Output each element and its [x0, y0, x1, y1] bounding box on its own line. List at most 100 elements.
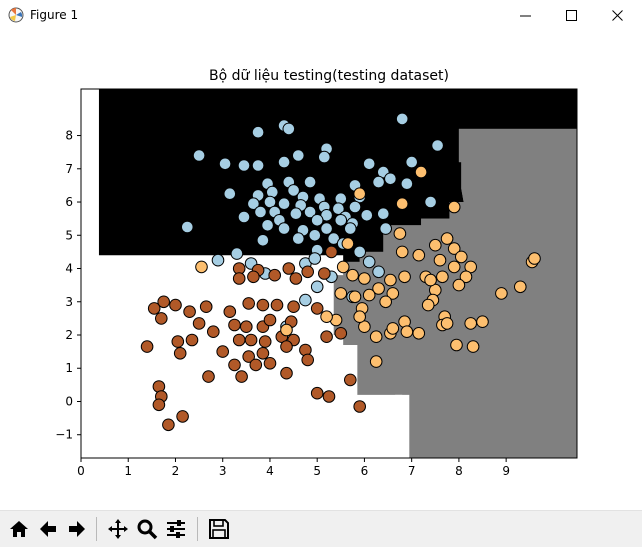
- x-tick-label: 9: [502, 464, 510, 478]
- data-point: [400, 325, 414, 339]
- region-black: [98, 89, 578, 262]
- data-point: [270, 298, 284, 312]
- window-titlebar: Figure 1: [0, 0, 642, 31]
- data-point: [400, 177, 414, 190]
- minimize-button[interactable]: [503, 0, 549, 31]
- back-button[interactable]: [35, 515, 61, 543]
- configure-subplots-button[interactable]: [163, 515, 189, 543]
- save-button[interactable]: [206, 515, 232, 543]
- data-point: [280, 340, 293, 353]
- data-point: [282, 122, 296, 136]
- data-point: [395, 197, 409, 210]
- data-point: [353, 310, 367, 324]
- pan-icon: [108, 519, 128, 539]
- maximize-icon: [566, 10, 577, 21]
- x-tick-label: 4: [266, 464, 274, 478]
- close-icon: [612, 10, 623, 21]
- data-point: [289, 272, 303, 285]
- data-point: [362, 288, 376, 302]
- x-tick-label: 1: [124, 464, 132, 478]
- data-point: [199, 300, 213, 314]
- maximize-button[interactable]: [549, 0, 595, 31]
- data-point: [310, 386, 324, 400]
- y-tick-label: −1: [55, 428, 73, 442]
- region-gray: [333, 128, 577, 458]
- data-point: [308, 252, 322, 265]
- y-tick-label: 2: [65, 328, 73, 342]
- y-tick-label: 8: [65, 129, 73, 143]
- data-point: [192, 149, 206, 162]
- data-point: [176, 410, 189, 423]
- data-point: [310, 302, 324, 315]
- data-point: [162, 418, 175, 432]
- data-point: [289, 207, 303, 220]
- data-point: [464, 317, 478, 330]
- data-point: [292, 232, 305, 245]
- y-tick-label: 6: [65, 195, 73, 209]
- x-tick-label: 8: [455, 464, 463, 478]
- data-point: [377, 207, 390, 220]
- data-point: [232, 272, 246, 285]
- data-point: [256, 298, 270, 312]
- data-point: [466, 340, 480, 353]
- data-point: [254, 205, 267, 219]
- data-point: [360, 209, 374, 222]
- data-point: [369, 355, 383, 368]
- data-point: [258, 335, 272, 348]
- data-point: [268, 268, 282, 282]
- figure-canvas[interactable]: Bộ dữ liệu testing(testing dataset) 0 1 2 3…: [0, 31, 642, 510]
- close-button[interactable]: [595, 0, 641, 31]
- zoom-icon: [137, 519, 158, 540]
- toolbar-separator: [197, 517, 198, 541]
- y-tick-label: 5: [65, 228, 73, 242]
- home-button[interactable]: [6, 515, 32, 543]
- data-point: [147, 302, 161, 315]
- data-point: [433, 253, 447, 267]
- data-point: [431, 139, 444, 152]
- data-point: [318, 267, 331, 280]
- data-point: [310, 214, 324, 227]
- data-point: [440, 317, 454, 330]
- data-point: [169, 298, 182, 312]
- pan-button[interactable]: [105, 515, 131, 543]
- data-point: [320, 310, 333, 324]
- data-point: [353, 245, 367, 259]
- data-point: [301, 353, 315, 367]
- data-point: [303, 205, 317, 219]
- data-point: [362, 255, 376, 269]
- data-point: [155, 312, 168, 325]
- zoom-button[interactable]: [134, 515, 160, 543]
- data-point: [242, 350, 255, 363]
- forward-button[interactable]: [64, 515, 90, 543]
- window-title: Figure 1: [30, 8, 79, 22]
- data-point: [263, 195, 277, 209]
- data-point: [216, 345, 229, 358]
- data-point: [393, 227, 407, 240]
- data-point: [322, 390, 336, 403]
- data-point: [348, 290, 362, 304]
- x-tick-label: 2: [172, 464, 180, 478]
- data-point: [228, 318, 241, 332]
- data-point: [358, 320, 371, 334]
- data-point: [228, 358, 241, 372]
- data-point: [424, 195, 437, 209]
- matplotlib-icon: [8, 7, 24, 23]
- data-point: [181, 220, 194, 234]
- data-point: [223, 305, 237, 319]
- data-point: [379, 222, 393, 235]
- data-point: [280, 366, 293, 380]
- data-point: [280, 323, 293, 337]
- data-point: [157, 295, 170, 309]
- data-point: [251, 125, 265, 139]
- data-point: [247, 197, 260, 210]
- x-tick-label: 7: [408, 464, 416, 478]
- data-point: [341, 237, 355, 250]
- data-point: [152, 398, 166, 412]
- data-point: [372, 282, 385, 295]
- data-point: [450, 338, 463, 352]
- data-point: [277, 155, 291, 169]
- data-point: [369, 330, 383, 344]
- data-point: [398, 270, 411, 284]
- data-point: [256, 347, 270, 360]
- data-point: [237, 159, 251, 172]
